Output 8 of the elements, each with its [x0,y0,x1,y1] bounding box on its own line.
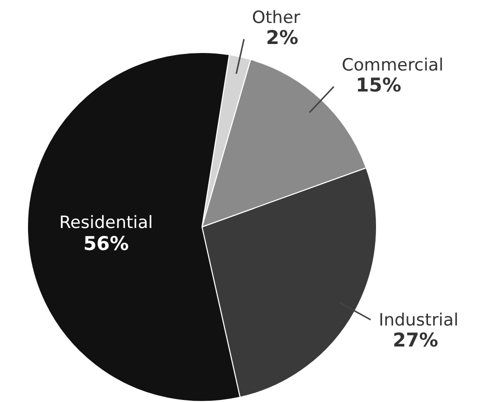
data-label: 2% [266,27,298,50]
data-label: 27% [392,330,438,352]
slice-label: Other [252,8,300,28]
slice-label: Industrial [378,310,458,331]
data-label: 15% [356,74,402,97]
data-label: 56% [83,233,129,256]
slice-label: Commercial [342,56,444,76]
slice-label: Residential [59,213,153,234]
